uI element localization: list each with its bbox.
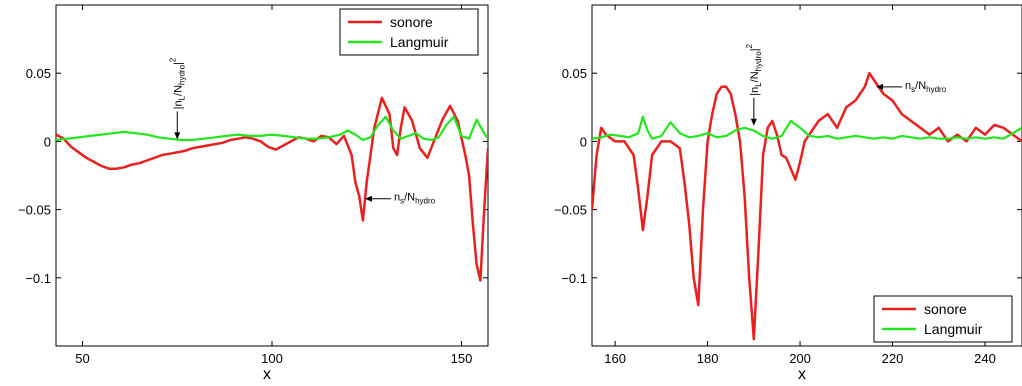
annotation-ns-label: ns/Nhydro bbox=[905, 80, 947, 94]
legend-label-sonore: sonore bbox=[390, 14, 433, 30]
legend-label-sonore: sonore bbox=[924, 301, 967, 317]
annotation-part: /N bbox=[915, 80, 926, 92]
right-panel: 160 180 200 220 240 0.05 0 −0.05 −0.1 x sonore Lang… bbox=[554, 4, 1022, 383]
annotation-part: 2 bbox=[745, 43, 754, 48]
x-tick-label: 150 bbox=[451, 351, 473, 366]
legend-box bbox=[339, 8, 479, 56]
y-tick-label: −0.05 bbox=[554, 203, 587, 218]
x-tick-label: 200 bbox=[789, 351, 811, 366]
annotation-part: s bbox=[400, 197, 404, 206]
annotation-part: hydro bbox=[754, 51, 763, 72]
x-tick-label: 240 bbox=[974, 351, 996, 366]
left-panel: 50 100 1500.050−0.05−0.1xsonoreLangmuir|nL… bbox=[18, 4, 489, 383]
annotation-part: |n bbox=[172, 100, 184, 109]
annotation-part: hydro bbox=[177, 64, 186, 85]
y-tick-label: −0.1 bbox=[25, 271, 51, 286]
annotation-part: L bbox=[177, 95, 186, 100]
y-tick-label: 0 bbox=[580, 134, 587, 149]
series-line-langmuir bbox=[592, 115, 1022, 140]
annotation-part: 2 bbox=[168, 57, 177, 62]
annotation-arrowhead bbox=[750, 118, 757, 126]
y-tick-label: 0.05 bbox=[562, 66, 587, 81]
annotation-part: /N bbox=[172, 85, 184, 96]
annotation-part: | bbox=[749, 48, 761, 51]
y-tick-label: 0.05 bbox=[26, 66, 51, 81]
y-tick-label: −0.05 bbox=[18, 203, 51, 218]
annotation-part: L bbox=[754, 82, 763, 87]
x-tick-label: 180 bbox=[697, 351, 719, 366]
series-line-sonore bbox=[592, 71, 1022, 341]
annotation-part: |n bbox=[749, 87, 761, 96]
legend-label-langmuir: Langmuir bbox=[390, 34, 449, 50]
annotation-ns-label: ns/Nhydro bbox=[394, 192, 436, 206]
legend-box bbox=[873, 295, 1013, 343]
plot-frame bbox=[55, 4, 489, 347]
x-axis-label: x bbox=[263, 366, 271, 383]
x-tick-label: 100 bbox=[261, 351, 283, 366]
series-line-langmuir bbox=[56, 115, 488, 142]
x-axis-label: x bbox=[798, 366, 806, 383]
y-tick-label: −0.1 bbox=[561, 271, 587, 286]
annotation-arrowhead bbox=[876, 83, 884, 90]
annotation-arrowhead bbox=[174, 132, 181, 140]
legend-label-langmuir: Langmuir bbox=[924, 321, 983, 337]
x-tick-label: 160 bbox=[604, 351, 626, 366]
annotation-part: s bbox=[911, 85, 915, 94]
x-tick-label: 50 bbox=[75, 351, 89, 366]
annotation-part: /N bbox=[749, 71, 761, 82]
annotation-part: /N bbox=[404, 192, 415, 204]
annotation-nl-label: |nL/Nhydro|2 bbox=[168, 57, 186, 109]
series-line-sonore bbox=[56, 96, 488, 282]
plot-frame bbox=[591, 4, 1022, 347]
annotation-part: n bbox=[394, 192, 400, 204]
annotation-part: hydro bbox=[926, 85, 947, 94]
y-tick-label: 0 bbox=[44, 134, 51, 149]
annotation-part: | bbox=[172, 62, 184, 65]
annotation-arrowhead bbox=[364, 195, 372, 202]
annotation-nl-label: |nL/Nhydro|2 bbox=[745, 43, 763, 95]
annotation-part: hydro bbox=[415, 197, 436, 206]
annotation-part: n bbox=[905, 80, 911, 92]
x-tick-label: 220 bbox=[882, 351, 904, 366]
